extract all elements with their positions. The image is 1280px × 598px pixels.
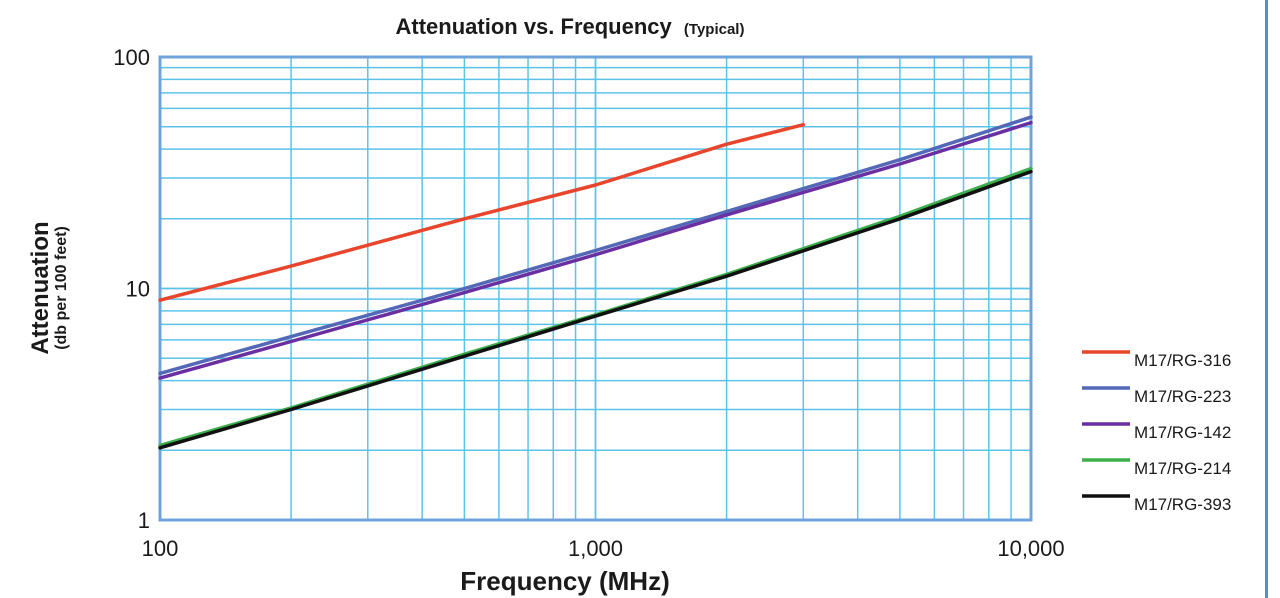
plot-frame xyxy=(158,55,1033,522)
y-axis-sublabel: (db per 100 feet) xyxy=(53,226,70,350)
page-edge-rule xyxy=(1265,0,1268,598)
grid xyxy=(159,56,1032,521)
x-tick-label: 1,000 xyxy=(568,536,623,561)
chart-title: Attenuation vs. Frequency (Typical) xyxy=(396,14,745,39)
chart-title-main: Attenuation vs. Frequency xyxy=(396,14,673,39)
y-axis-label: Attenuation xyxy=(27,221,54,354)
series-line-m17-rg-223 xyxy=(158,115,1033,376)
legend-label: M17/RG-214 xyxy=(1134,459,1231,478)
legend-label: M17/RG-223 xyxy=(1134,387,1231,406)
series-line-m17-rg-393 xyxy=(158,169,1033,450)
y-tick-label: 100 xyxy=(113,45,150,70)
x-tick-label: 10,000 xyxy=(997,536,1064,561)
x-tick-label: 100 xyxy=(142,536,179,561)
y-tick-label: 10 xyxy=(126,277,150,302)
series-layer xyxy=(158,115,1033,450)
legend: M17/RG-316 M17/RG-223 M17/RG-142 M17/RG-214… xyxy=(1082,350,1231,514)
legend-label: M17/RG-142 xyxy=(1134,423,1231,442)
x-axis-label: Frequency (MHz) xyxy=(460,566,669,596)
legend-label: M17/RG-316 xyxy=(1134,351,1231,370)
series-line-m17-rg-316 xyxy=(158,122,806,302)
series-line-m17-rg-142 xyxy=(158,120,1033,380)
legend-label: M17/RG-393 xyxy=(1134,495,1231,514)
chart-title-suffix: (Typical) xyxy=(684,21,745,38)
y-tick-label: 1 xyxy=(138,508,150,533)
tick-labels: 100 1,000 10,000 1 10 100 xyxy=(113,45,1064,561)
